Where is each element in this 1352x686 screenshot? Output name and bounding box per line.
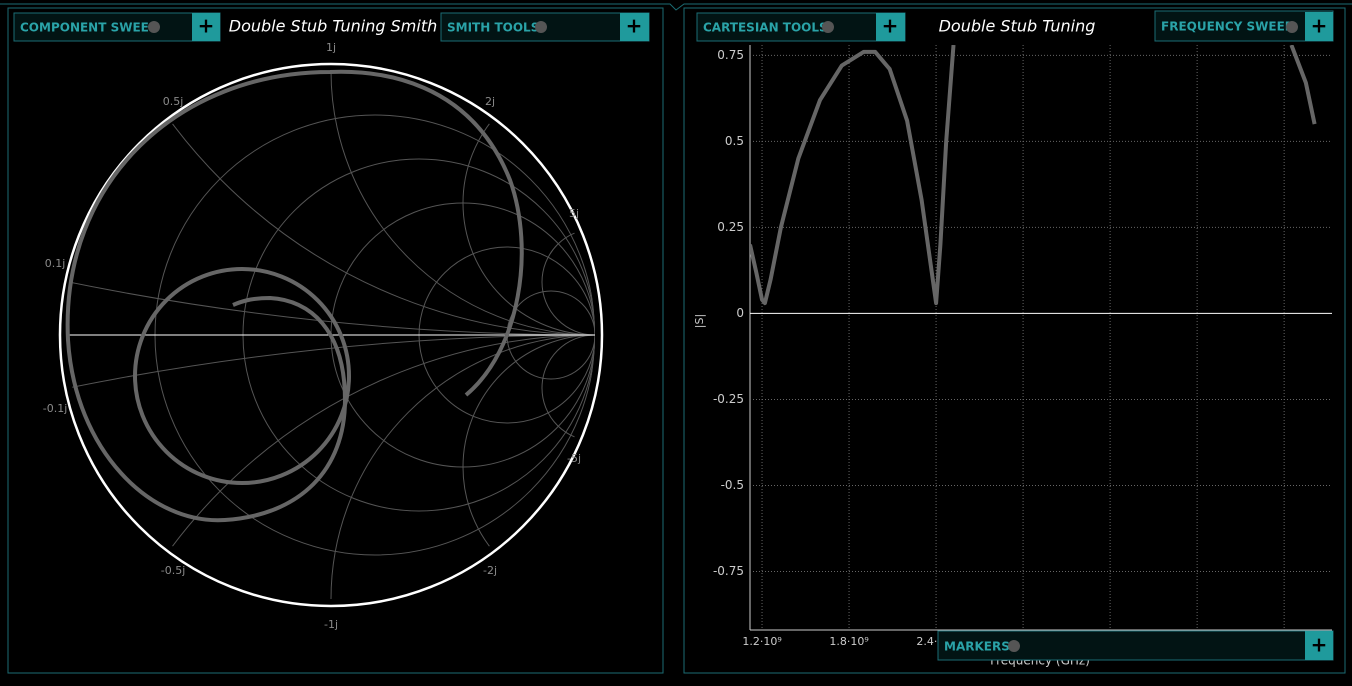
cartesian-title: Double Stub Tuning [939,17,1096,36]
add-button[interactable] [876,13,905,41]
add-button[interactable] [192,13,220,41]
data-line [750,45,1317,306]
smith-label: 1j [326,41,336,54]
frequency-sweep-button[interactable] [1154,10,1334,42]
smith-title: Double Stub Tuning Smith [229,17,437,36]
info-icon[interactable] [1008,640,1020,652]
x-tick-label: 1.8·10⁹ [829,635,868,648]
add-button[interactable] [620,13,649,41]
smith-label: -1j [324,618,338,631]
smith-label: -5j [567,452,581,465]
smith-label: 0.1j [45,257,66,270]
smith-boundary [58,62,604,608]
plus-icon: + [1311,633,1328,657]
plus-icon: + [882,14,899,38]
frame [0,3,1352,11]
y-tick-label: -0.5 [721,478,744,492]
info-icon[interactable] [822,21,834,33]
y-tick-label: 0 [736,306,744,320]
plus-icon: + [626,14,643,38]
smith-label: 0.5j [163,95,184,108]
info-icon[interactable] [148,21,160,33]
y-tick-label: 0.25 [717,220,744,234]
cartesian-tools-button[interactable] [696,12,906,42]
button-label: FREQUENCY SWEEP [1161,20,1294,34]
plus-icon: + [198,14,215,38]
smith-label: -0.5j [161,564,186,577]
smith-label: -2j [483,564,497,577]
button-label: CARTESIAN TOOLS [703,21,828,35]
smith-panel [7,7,664,674]
y-tick-label: -0.25 [713,392,744,406]
add-button[interactable] [1305,631,1333,660]
y-axis-label: |S| [693,314,706,328]
button-label: COMPONENT SWEEP [20,21,158,35]
markers-button[interactable] [937,630,1334,661]
y-tick-label: -0.75 [713,564,744,578]
smith-label: 2j [485,95,495,108]
y-tick-label: 0.5 [725,134,744,148]
smith-trace [65,69,524,523]
plus-icon: + [1311,14,1328,38]
x-tick-label: 1.2·10⁹ [742,635,781,648]
y-tick-label: 0.75 [717,48,744,62]
button-label: SMITH TOOLS [447,21,539,35]
cartesian-panel [683,7,1346,674]
info-icon[interactable] [535,21,547,33]
add-button[interactable] [1305,12,1333,41]
component-sweep-button[interactable] [13,12,221,42]
smith-label: 5j [569,207,579,220]
button-label: MARKERS [944,640,1010,654]
smith-trace [133,267,351,485]
smith-label: -0.1j [43,402,68,415]
info-icon[interactable] [1286,21,1298,33]
